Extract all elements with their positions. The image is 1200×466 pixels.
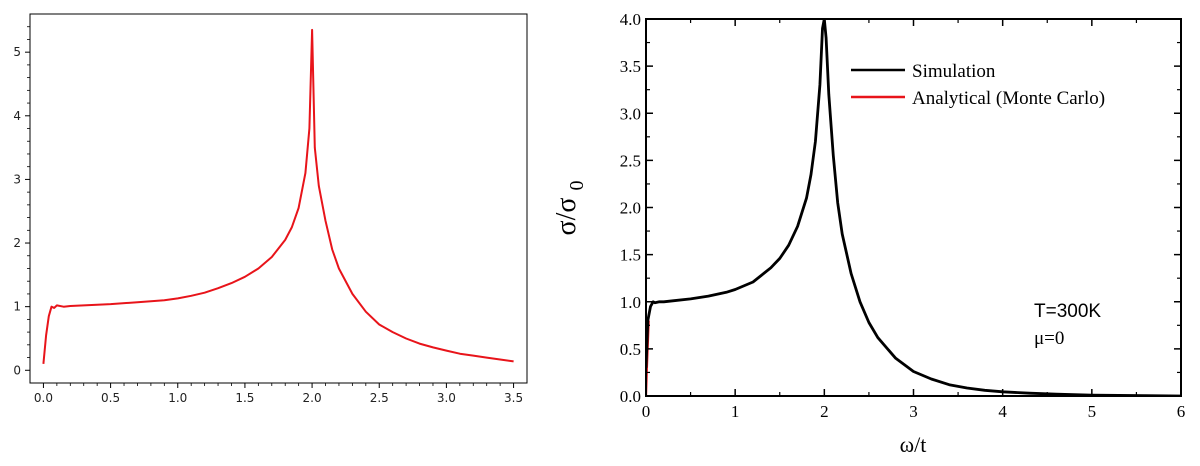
annotation-temperature: T=300K bbox=[1034, 301, 1101, 322]
right-x-tick-label: 1 bbox=[731, 402, 740, 421]
left-series-line bbox=[42, 28, 514, 364]
left-y-tick-label: 1 bbox=[13, 300, 21, 314]
left-x-tick-label: 1.0 bbox=[168, 391, 187, 405]
right-x-tick-label: 2 bbox=[820, 402, 829, 421]
right-x-tick-label: 3 bbox=[909, 402, 918, 421]
left-y-tick-label: 2 bbox=[13, 236, 21, 250]
left-x-tick-label: 0.5 bbox=[101, 391, 120, 405]
right-y-tick-label: 0.0 bbox=[620, 387, 641, 406]
right-y-axis-label-text: σ/σ bbox=[551, 198, 582, 236]
right-y-tick-label: 3.5 bbox=[620, 57, 641, 76]
left-x-tick-label: 2.5 bbox=[370, 391, 389, 405]
right-chart: 0 1 2 3 4 5 6 0.0 0.5 1.0 1.5 2.0 2.5 3.0 3.5 4.0 σ/σ … bbox=[551, 10, 1185, 457]
right-y-tick-label: 0.5 bbox=[620, 340, 641, 359]
right-y-tick-label: 2.0 bbox=[620, 199, 641, 218]
right-y-tick-label: 4.0 bbox=[620, 10, 641, 29]
left-y-axis-ticks: 0 1 2 3 4 5 bbox=[13, 26, 30, 377]
right-legend: Simulation Analytical (Monte Carlo) bbox=[851, 61, 1105, 109]
right-y-tick-label: 1.5 bbox=[620, 246, 641, 265]
right-x-tick-label: 6 bbox=[1177, 402, 1186, 421]
annotation-chemical-potential: μ=0 bbox=[1034, 328, 1064, 349]
right-y-tick-label: 2.5 bbox=[620, 151, 641, 170]
left-x-tick-label: 3.0 bbox=[437, 391, 456, 405]
left-y-tick-label: 0 bbox=[13, 363, 21, 377]
right-x-axis-label: ω/t bbox=[900, 432, 927, 457]
left-y-tick-label: 3 bbox=[13, 172, 21, 186]
left-plot-frame bbox=[29, 13, 528, 384]
right-x-tick-label: 5 bbox=[1088, 402, 1097, 421]
right-y-axis-label-subscript: 0 bbox=[566, 181, 588, 191]
left-x-tick-label: 3.5 bbox=[504, 391, 523, 405]
left-x-tick-label: 0.0 bbox=[34, 391, 53, 405]
left-x-axis-ticks: 0.0 0.5 1.0 1.5 2.0 2.5 3.0 3.5 bbox=[34, 383, 523, 405]
right-y-tick-label: 3.0 bbox=[620, 104, 641, 123]
left-y-tick-label: 5 bbox=[13, 45, 21, 59]
right-y-axis-label: σ/σ 0 bbox=[551, 181, 588, 236]
legend-label-simulation: Simulation bbox=[912, 61, 996, 82]
left-x-tick-label: 1.5 bbox=[235, 391, 254, 405]
left-series-group bbox=[42, 28, 514, 364]
left-y-tick-label: 4 bbox=[13, 109, 21, 123]
left-chart: 0.0 0.5 1.0 1.5 2.0 2.5 3.0 3.5 0 1 2 3 4 5 bbox=[13, 13, 528, 405]
right-x-axis-ticks: 0 1 2 3 4 5 6 bbox=[642, 19, 1186, 421]
legend-label-analytical: Analytical (Monte Carlo) bbox=[912, 88, 1105, 109]
right-x-tick-label: 0 bbox=[642, 402, 651, 421]
right-y-tick-label: 1.0 bbox=[620, 293, 641, 312]
right-series-line bbox=[646, 19, 1181, 396]
right-y-axis-ticks: 0.0 0.5 1.0 1.5 2.0 2.5 3.0 3.5 4.0 bbox=[620, 10, 1181, 406]
left-x-tick-label: 2.0 bbox=[303, 391, 322, 405]
right-x-tick-label: 4 bbox=[998, 402, 1007, 421]
